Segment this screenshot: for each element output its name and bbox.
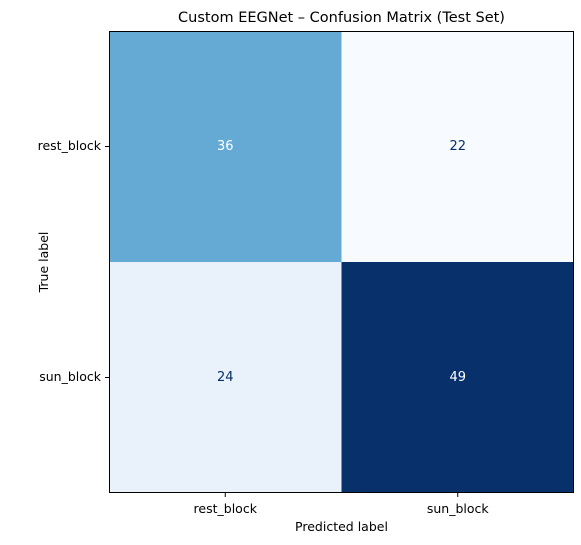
x-tick-label: rest_block — [194, 501, 258, 516]
chart-title: Custom EEGNet – Confusion Matrix (Test S… — [178, 10, 505, 26]
heatmap-cells — [109, 31, 574, 493]
heatmap-cell-rest_block-rest_block — [109, 31, 342, 262]
plot-border — [109, 31, 574, 493]
heatmap-cell-rest_block-sun_block — [341, 31, 574, 262]
heatmap-cell-sun_block-rest_block — [109, 262, 342, 493]
x-tick-label: sun_block — [427, 501, 490, 516]
cell-value-label: 49 — [449, 370, 466, 385]
y-axis-label: True label — [36, 232, 51, 294]
cell-value-label: 22 — [449, 139, 466, 154]
y-tick-label: sun_block — [39, 369, 102, 384]
x-axis-label: Predicted label — [295, 519, 388, 534]
cell-value-label: 24 — [217, 370, 234, 385]
x-axis-ticks: rest_block sun_block — [194, 493, 490, 516]
heatmap-cell-sun_block-sun_block — [341, 262, 574, 493]
plot-frame — [109, 31, 574, 493]
heatmap-cell-labels: 36 22 24 49 — [217, 139, 466, 385]
y-tick-label: rest_block — [38, 138, 102, 153]
cell-value-label: 36 — [217, 139, 234, 154]
y-axis-ticks: rest_block sun_block — [38, 138, 109, 384]
